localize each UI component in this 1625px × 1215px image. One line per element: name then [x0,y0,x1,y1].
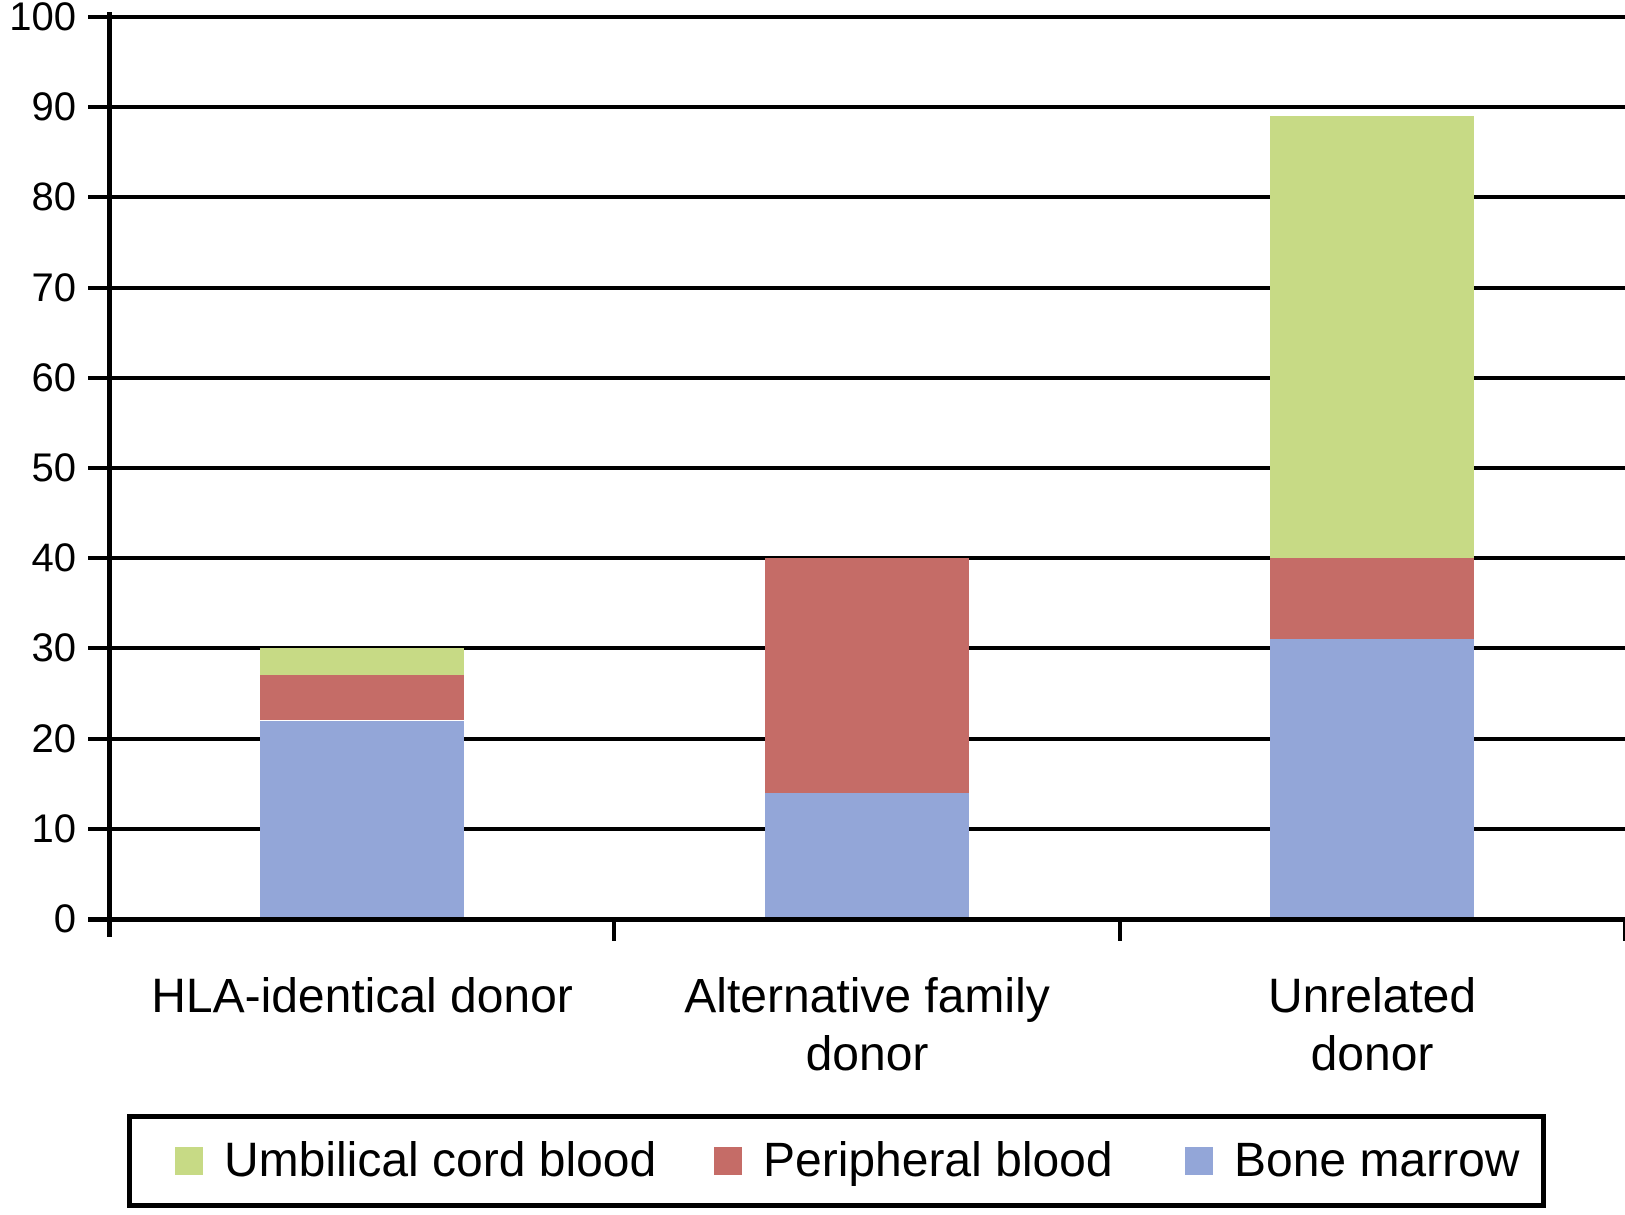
y-axis-label-80: 80 [31,175,77,219]
gridline-y-50 [109,466,1625,470]
bar-segment-umbilical-cord-blood [260,648,464,675]
bar-segment-bone-marrow [765,793,969,919]
y-tick-20 [88,737,109,741]
bar-segment-peripheral-blood [1270,558,1474,639]
y-axis-label-90: 90 [31,85,77,129]
y-axis-label-60: 60 [31,356,77,400]
y-tick-50 [88,466,109,470]
y-axis-label-20: 20 [31,717,77,761]
legend-swatch-icon [175,1147,203,1175]
bar-segment-bone-marrow [260,721,464,919]
y-axis-line [107,12,112,937]
gridline-y-100 [109,15,1625,19]
legend-swatch-icon [714,1147,742,1175]
y-tick-10 [88,827,109,831]
legend-label: Bone marrow [1234,1134,1520,1187]
legend-label: Peripheral blood [763,1134,1113,1187]
gridline-y-70 [109,286,1625,290]
x-tick-1 [612,919,616,941]
gridline-y-80 [109,195,1625,199]
y-axis-label-40: 40 [31,536,77,580]
y-axis-label-10: 10 [31,807,77,851]
x-tick-3 [1623,919,1625,941]
legend-label: Umbilical cord blood [224,1134,657,1187]
y-tick-100 [88,15,109,19]
x-tick-2 [1118,919,1122,941]
y-axis-label-30: 30 [31,626,77,670]
y-axis-label-100: 100 [9,0,76,39]
y-axis-label-50: 50 [31,446,77,490]
bar-segment-umbilical-cord-blood [1270,116,1474,558]
y-tick-30 [88,646,109,650]
bar-segment-bone-marrow [1270,639,1474,919]
y-tick-90 [88,105,109,109]
y-tick-40 [88,556,109,560]
y-axis-label-0: 0 [53,897,76,941]
category-label-2: Alternative family donor [684,970,1050,1081]
legend-item-umbilical-cord-blood: Umbilical cord blood [175,1119,656,1203]
y-tick-60 [88,376,109,380]
legend-item-bone-marrow: Bone marrow [1185,1119,1519,1203]
y-tick-70 [88,286,109,290]
category-label-1: HLA-identical donor [151,970,573,1023]
y-tick-80 [88,195,109,199]
gridline-y-60 [109,376,1625,380]
bar-segment-peripheral-blood [765,558,969,793]
legend-item-peripheral-blood: Peripheral blood [714,1119,1113,1203]
category-label-3: Unrelated donor [1267,970,1477,1081]
y-tick-0 [88,917,109,921]
legend: Umbilical cord blood Peripheral blood Bone… [127,1114,1546,1208]
bar-segment-peripheral-blood [260,675,464,720]
legend-swatch-icon [1185,1147,1213,1175]
gridline-y-90 [109,105,1625,109]
y-axis-label-70: 70 [31,266,77,310]
x-axis-line [88,917,1625,922]
